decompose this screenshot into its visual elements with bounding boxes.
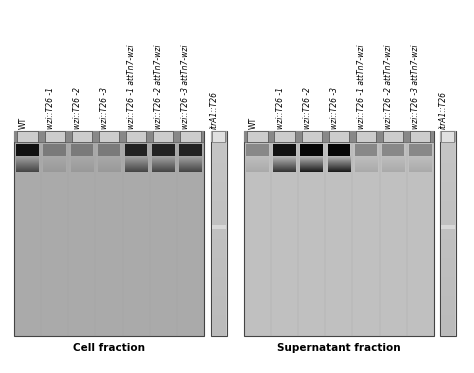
Bar (98, 144, 120, 156)
Bar (45, 131, 65, 142)
Bar (211, 131, 227, 142)
Text: wzi::T26 -2: wzi::T26 -2 (73, 87, 82, 129)
Text: Cell fraction: Cell fraction (73, 343, 145, 353)
Bar (125, 144, 147, 156)
Text: wzi::T26 -2 attTn7-wzi: wzi::T26 -2 attTn7-wzi (384, 44, 393, 129)
Text: wzi::T26 -1: wzi::T26 -1 (276, 87, 285, 129)
Text: WT: WT (19, 116, 28, 129)
Bar (301, 131, 322, 142)
Bar (440, 131, 456, 336)
Text: wzi::T26 -3 attTn7-wzi: wzi::T26 -3 attTn7-wzi (181, 44, 190, 129)
Text: Supernatant fraction: Supernatant fraction (277, 343, 401, 353)
Bar (99, 131, 119, 142)
Bar (44, 144, 66, 156)
Text: wzi::T26 -3: wzi::T26 -3 (100, 87, 109, 129)
Bar (328, 144, 350, 156)
Text: wzi::T26 -3: wzi::T26 -3 (330, 87, 339, 129)
Bar (382, 144, 404, 156)
Bar (274, 131, 295, 142)
Bar (356, 131, 376, 142)
Bar (440, 131, 456, 142)
Text: wzi::T26 -1 attTn7-wzi: wzi::T26 -1 attTn7-wzi (127, 44, 136, 129)
Text: wzi::T26 -2 attTn7-wzi: wzi::T26 -2 attTn7-wzi (154, 44, 163, 129)
Bar (246, 144, 269, 156)
Bar (18, 131, 38, 142)
Bar (441, 131, 454, 142)
Text: WT: WT (249, 116, 258, 129)
Bar (328, 131, 349, 142)
Bar (180, 131, 201, 142)
Bar (72, 131, 92, 142)
Bar (17, 144, 39, 156)
Bar (153, 131, 173, 142)
Bar (273, 144, 296, 156)
Bar (410, 131, 430, 142)
Text: wzi::T26 -1 attTn7-wzi: wzi::T26 -1 attTn7-wzi (357, 44, 366, 129)
Bar (244, 131, 434, 142)
Bar (126, 131, 146, 142)
Bar (211, 131, 227, 336)
Bar (383, 131, 403, 142)
Bar (14, 131, 204, 142)
Bar (301, 144, 323, 156)
Bar (14, 131, 204, 336)
Text: itrA1::T26: itrA1::T26 (439, 91, 447, 129)
Bar (441, 225, 455, 229)
Text: wzi::T26 -3 attTn7-wzi: wzi::T26 -3 attTn7-wzi (411, 44, 420, 129)
Bar (247, 131, 268, 142)
Bar (244, 131, 434, 336)
Bar (212, 131, 225, 142)
Bar (152, 144, 174, 156)
Bar (71, 144, 93, 156)
Bar (355, 144, 377, 156)
Text: itrA1::T26: itrA1::T26 (210, 91, 219, 129)
Bar (409, 144, 431, 156)
Text: wzi::T26 -2: wzi::T26 -2 (303, 87, 312, 129)
Bar (212, 225, 226, 229)
Bar (179, 144, 201, 156)
Text: wzi::T26 -1: wzi::T26 -1 (46, 87, 55, 129)
